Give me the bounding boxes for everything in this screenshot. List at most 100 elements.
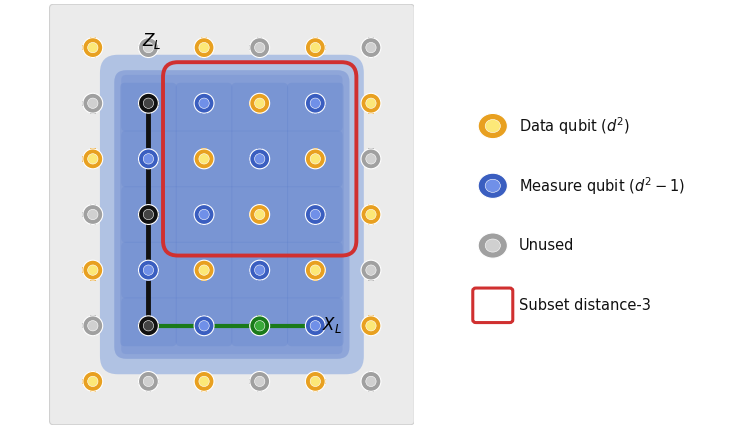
Circle shape	[254, 42, 265, 53]
Bar	[93, 212, 103, 217]
Bar	[201, 270, 206, 281]
Circle shape	[194, 38, 214, 57]
Circle shape	[250, 38, 269, 57]
Bar	[257, 159, 263, 169]
Bar	[305, 212, 316, 217]
Bar	[371, 267, 381, 273]
Bar	[313, 37, 318, 48]
Bar	[368, 381, 374, 392]
Bar	[371, 156, 381, 162]
Bar	[493, 242, 506, 249]
Bar	[90, 315, 96, 326]
Circle shape	[83, 38, 102, 57]
Circle shape	[138, 372, 159, 391]
Bar	[361, 212, 371, 217]
Bar	[146, 37, 151, 48]
Bar	[257, 260, 263, 270]
Bar	[204, 323, 215, 329]
Bar	[368, 103, 374, 114]
Bar	[313, 159, 318, 169]
FancyBboxPatch shape	[121, 130, 343, 187]
Circle shape	[250, 260, 269, 280]
Bar	[260, 212, 270, 217]
Bar	[257, 214, 263, 225]
Bar	[368, 148, 374, 159]
Circle shape	[144, 376, 153, 387]
Bar	[201, 371, 206, 381]
Circle shape	[138, 316, 159, 336]
Circle shape	[478, 113, 507, 139]
Bar	[313, 93, 318, 103]
Bar	[371, 100, 381, 106]
Bar	[313, 103, 318, 114]
Bar	[368, 37, 374, 48]
FancyBboxPatch shape	[231, 83, 288, 346]
Bar	[148, 212, 159, 217]
Bar	[146, 148, 151, 159]
Circle shape	[310, 265, 320, 275]
Bar	[201, 148, 206, 159]
Bar	[201, 159, 206, 169]
Text: Data qubit ($d^2$): Data qubit ($d^2$)	[519, 115, 631, 137]
Bar	[313, 371, 318, 381]
Bar	[313, 270, 318, 281]
Bar	[201, 214, 206, 225]
Circle shape	[83, 372, 102, 391]
Circle shape	[138, 93, 159, 113]
Bar	[371, 379, 381, 384]
Circle shape	[194, 372, 214, 391]
Bar	[138, 100, 148, 106]
Bar	[368, 326, 374, 336]
Circle shape	[366, 42, 376, 53]
Circle shape	[199, 265, 209, 275]
Bar	[257, 315, 263, 326]
Circle shape	[83, 93, 102, 113]
Circle shape	[250, 316, 269, 336]
Bar	[148, 156, 159, 162]
Circle shape	[366, 320, 376, 331]
Circle shape	[144, 42, 153, 53]
Bar	[489, 114, 497, 126]
Bar	[90, 371, 96, 381]
Bar	[148, 323, 159, 329]
Bar	[201, 315, 206, 326]
Bar	[138, 267, 148, 273]
Circle shape	[88, 209, 98, 220]
Circle shape	[366, 265, 376, 275]
Bar	[257, 204, 263, 214]
Bar	[146, 103, 151, 114]
Bar	[146, 315, 151, 326]
Circle shape	[144, 265, 153, 275]
Bar	[313, 315, 318, 326]
Bar	[361, 156, 371, 162]
Circle shape	[361, 316, 381, 336]
Bar	[249, 156, 260, 162]
FancyBboxPatch shape	[100, 55, 364, 374]
FancyBboxPatch shape	[121, 297, 343, 354]
Bar	[204, 379, 215, 384]
Circle shape	[305, 316, 325, 336]
Circle shape	[194, 149, 214, 169]
Bar	[479, 123, 493, 130]
Bar	[305, 100, 316, 106]
Circle shape	[138, 149, 159, 169]
Circle shape	[194, 260, 214, 280]
Bar	[316, 212, 326, 217]
Circle shape	[194, 316, 214, 336]
Circle shape	[310, 154, 320, 164]
Bar	[368, 204, 374, 214]
Circle shape	[88, 320, 98, 331]
Circle shape	[361, 38, 381, 57]
Bar	[201, 260, 206, 270]
Circle shape	[305, 260, 325, 280]
Circle shape	[485, 120, 500, 133]
Circle shape	[144, 320, 153, 331]
Bar	[316, 156, 326, 162]
Circle shape	[83, 260, 102, 280]
Bar	[148, 379, 159, 384]
Circle shape	[254, 98, 265, 109]
Circle shape	[254, 154, 265, 164]
Circle shape	[199, 42, 209, 53]
Bar	[313, 381, 318, 392]
Bar	[82, 267, 93, 273]
